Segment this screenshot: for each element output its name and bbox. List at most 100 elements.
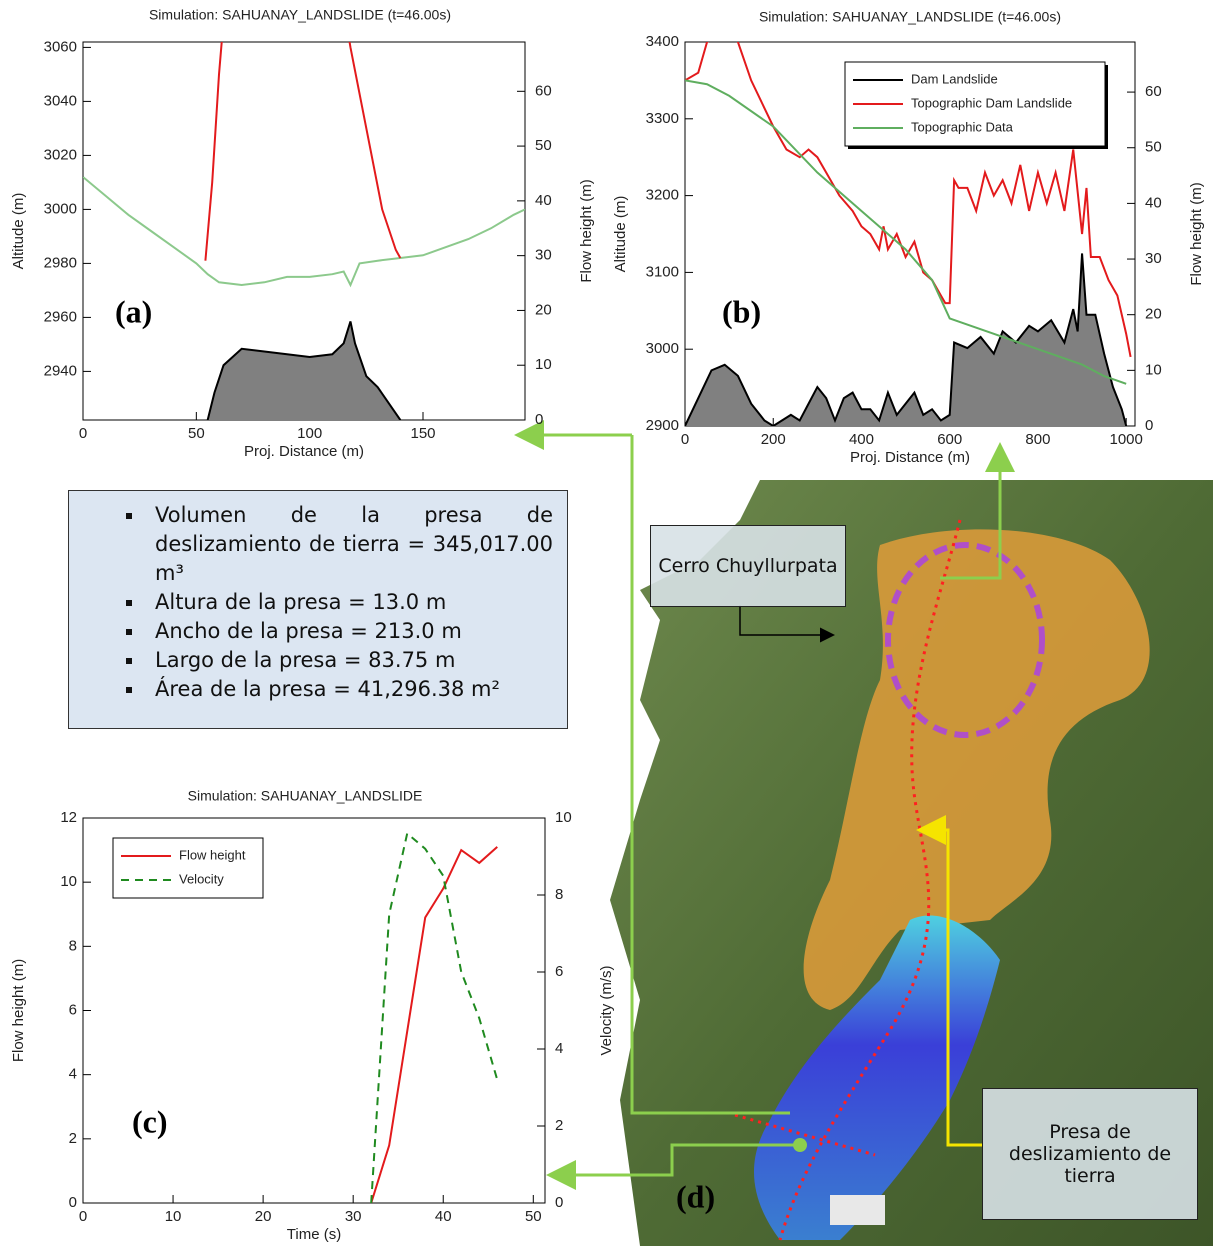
- x-tick-label: 0: [681, 431, 689, 448]
- y-tick-label: 0: [69, 1194, 77, 1211]
- y2-tick-label: 6: [555, 963, 563, 980]
- x-tick-label: 100: [297, 425, 322, 442]
- annotation-text: Presa de deslizamiento de tierra: [1008, 1121, 1172, 1187]
- x-tick-label: 10: [165, 1208, 182, 1225]
- y-tick-label: 3000: [646, 340, 679, 357]
- y-tick-label: 6: [69, 1001, 77, 1018]
- info-list: Volumen de la presa de deslizamiento de …: [83, 501, 553, 704]
- map-label: (d): [676, 1178, 715, 1214]
- x-axis-label: Proj. Distance (m): [244, 443, 364, 460]
- y-tick-label: 3300: [646, 110, 679, 127]
- panel-label: (a): [115, 293, 152, 329]
- x-axis-label: Proj. Distance (m): [850, 449, 970, 466]
- x-tick-label: 50: [525, 1208, 542, 1225]
- line: [685, 253, 1128, 426]
- y2-tick-label: 20: [535, 301, 552, 318]
- y-tick-label: 3400: [646, 33, 679, 50]
- y-tick-label: 2980: [44, 254, 77, 271]
- y2-tick-label: 2: [555, 1117, 563, 1134]
- subplot: Simulation: SAHUANAY_LANDSLIDE (t=46.00s…: [612, 9, 1205, 466]
- y-tick-label: 3000: [44, 200, 77, 217]
- annotation: Cerro Chuyllurpata: [650, 525, 846, 607]
- x-tick-label: 1000: [1109, 431, 1142, 448]
- y-tick-label: 3100: [646, 263, 679, 280]
- x-tick-label: 40: [435, 1208, 452, 1225]
- annotation-text: Cerro Chuyllurpata: [658, 555, 838, 577]
- y2-axis-label: Velocity (m/s): [598, 965, 615, 1055]
- line: [206, 321, 402, 420]
- y2-tick-label: 30: [535, 247, 552, 264]
- subplot: Simulation: SAHUANAY_LANDSLIDE (c) Time (s…: [10, 788, 615, 1243]
- y2-tick-label: 10: [535, 356, 552, 373]
- y2-axis-label: Flow height (m): [578, 179, 595, 282]
- line: [370, 846, 498, 1203]
- y-tick-label: 2940: [44, 362, 77, 379]
- panel-label: (c): [132, 1103, 168, 1139]
- y-tick-label: 3020: [44, 146, 77, 163]
- y2-tick-label: 0: [555, 1194, 563, 1211]
- info-item: Área de la presa = 41,296.38 m²: [145, 675, 553, 704]
- y-tick-label: 3200: [646, 187, 679, 204]
- x-tick-label: 150: [410, 425, 435, 442]
- y-tick-label: 2: [69, 1130, 77, 1147]
- y2-tick-label: 10: [555, 809, 572, 826]
- y-tick-label: 12: [60, 809, 77, 826]
- legend-label: Flow height: [179, 847, 246, 862]
- y2-tick-label: 0: [1145, 417, 1153, 434]
- x-tick-label: 0: [79, 1208, 87, 1225]
- y-axis-label: Altitude (m): [10, 193, 27, 270]
- y2-tick-label: 8: [555, 886, 563, 903]
- info-item: Largo de la presa = 83.75 m: [145, 646, 553, 675]
- x-tick-label: 20: [255, 1208, 272, 1225]
- panel-label: (b): [722, 293, 761, 329]
- map-image: [514, 420, 1213, 1246]
- annotation: Presa de deslizamiento de tierra: [982, 1088, 1198, 1220]
- y-tick-label: 2900: [646, 417, 679, 434]
- y-tick-label: 3060: [44, 38, 77, 55]
- line: [204, 42, 402, 261]
- y-tick-label: 3040: [44, 92, 77, 109]
- y-tick-label: 8: [69, 937, 77, 954]
- info-item: Ancho de la presa = 213.0 m: [145, 617, 553, 646]
- chart-title: Simulation: SAHUANAY_LANDSLIDE (t=46.00s…: [759, 9, 1061, 25]
- y2-tick-label: 10: [1145, 361, 1162, 378]
- y-axis-label: Flow height (m): [10, 959, 27, 1062]
- x-axis-label: Time (s): [287, 1226, 341, 1243]
- info-item: Altura de la presa = 13.0 m: [145, 588, 553, 617]
- y2-tick-label: 40: [535, 192, 552, 209]
- line: [370, 831, 499, 1203]
- y2-tick-label: 60: [535, 82, 552, 99]
- info-item: Volumen de la presa de deslizamiento de …: [145, 501, 553, 588]
- y-tick-label: 10: [60, 873, 77, 890]
- x-tick-label: 200: [761, 431, 786, 448]
- legend-label: Velocity: [179, 871, 224, 886]
- y2-tick-label: 50: [535, 137, 552, 154]
- legend: [112, 837, 264, 899]
- x-tick-label: 400: [849, 431, 874, 448]
- area: [207, 321, 401, 420]
- x-tick-label: 800: [1025, 431, 1050, 448]
- line: [83, 176, 525, 288]
- x-tick-label: 0: [79, 425, 87, 442]
- y2-tick-label: 20: [1145, 306, 1162, 323]
- legend-label: Topographic Dam Landslide: [911, 95, 1072, 110]
- y2-tick-label: 50: [1145, 139, 1162, 156]
- legend-label: Dam Landslide: [911, 71, 998, 86]
- info-box: Volumen de la presa de deslizamiento de …: [68, 490, 568, 729]
- y2-tick-label: 0: [535, 411, 543, 428]
- y-axis-label: Altitude (m): [612, 196, 629, 273]
- x-tick-label: 600: [937, 431, 962, 448]
- y2-tick-label: 60: [1145, 83, 1162, 100]
- y2-tick-label: 40: [1145, 194, 1162, 211]
- area: [685, 253, 1127, 426]
- y2-axis-label: Flow height (m): [1188, 182, 1205, 285]
- y2-tick-label: 4: [555, 1040, 563, 1057]
- line: [685, 79, 1127, 385]
- y-tick-label: 4: [69, 1066, 77, 1083]
- x-tick-label: 30: [345, 1208, 362, 1225]
- y-tick-label: 2960: [44, 308, 77, 325]
- x-tick-label: 50: [188, 425, 205, 442]
- y2-tick-label: 30: [1145, 250, 1162, 267]
